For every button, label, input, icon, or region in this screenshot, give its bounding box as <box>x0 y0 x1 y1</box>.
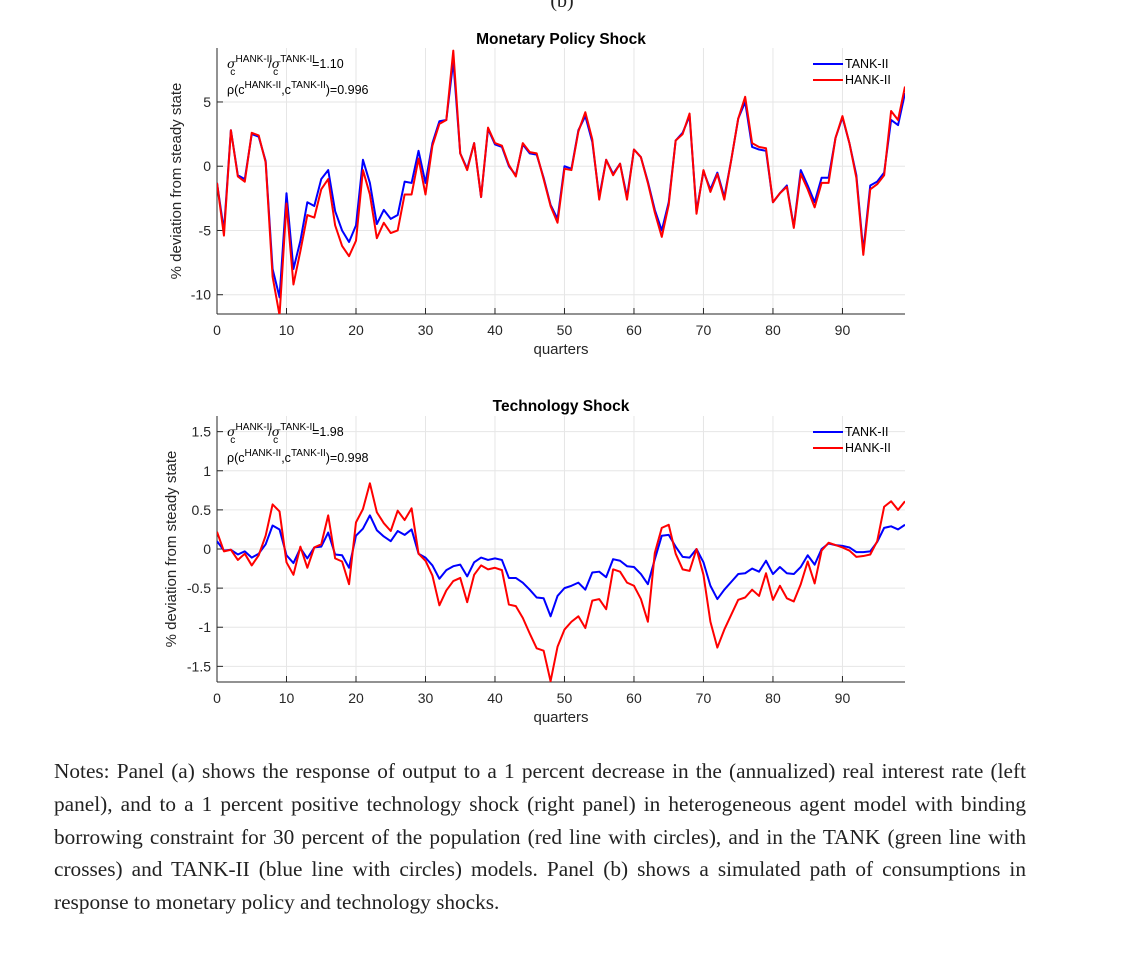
ratio-value: =1.98 <box>312 425 344 439</box>
superscript: HANK-II <box>245 448 282 459</box>
y-tick-label: -1 <box>199 619 212 635</box>
x-tick-label: 90 <box>835 690 851 706</box>
x-tick-label: 40 <box>487 690 503 706</box>
x-tick-label: 60 <box>626 690 642 706</box>
sigma-ratio-annotation: σHANK-II c/σTANK-II c=1.98 <box>227 422 344 446</box>
y-tick-label: 5 <box>203 94 211 110</box>
legend-label: TANK-II <box>845 57 889 71</box>
y-axis-label: % deviation from steady state <box>168 83 185 280</box>
chart-panel-2: 0 10 20 30 40 50 60 70 80 90 -1.5 -1 -0.5 0 0.5 1 1.5 Tec… <box>163 398 905 726</box>
superscript: HANK-II <box>245 80 282 91</box>
y-tick-label: -1.5 <box>187 658 211 674</box>
x-tick-label: 50 <box>557 322 573 338</box>
subscript: c <box>230 435 235 446</box>
x-tick-label: 10 <box>279 322 295 338</box>
x-tick-label: 60 <box>626 322 642 338</box>
slash: / <box>268 57 272 71</box>
ratio-value: =1.10 <box>312 57 344 71</box>
x-tick-label: 20 <box>348 690 364 706</box>
y-tick-label: -5 <box>199 222 212 238</box>
slash: / <box>268 425 272 439</box>
corr-prefix: ρ(c <box>227 83 245 97</box>
superscript: HANK-II <box>236 422 273 433</box>
corr-mid: ,c <box>281 451 291 465</box>
y-tick-label: 1.5 <box>192 424 212 440</box>
x-tick-label: 40 <box>487 322 503 338</box>
y-tick-label: 0 <box>203 158 211 174</box>
x-tick-label: 0 <box>213 322 221 338</box>
y-axis-label: % deviation from steady state <box>163 451 180 648</box>
x-tick-label: 10 <box>279 690 295 706</box>
sigma-symbol: σ <box>227 424 236 439</box>
chart-title: Monetary Policy Shock <box>476 31 646 48</box>
sigma-ratio-annotation: σHANK-II c/σTANK-II c=1.10 <box>227 54 344 78</box>
corr-value: )=0.998 <box>326 451 369 465</box>
series-line-tank-ii <box>217 59 905 299</box>
chart-title: Technology Shock <box>493 398 630 415</box>
y-tick-label: 0.5 <box>192 502 212 518</box>
correlation-annotation: ρ(cHANK-II,cTANK-II)=0.998 <box>227 448 369 465</box>
legend-label: HANK-II <box>845 73 891 87</box>
superscript: TANK-II <box>291 80 326 91</box>
corr-mid: ,c <box>281 83 291 97</box>
figure-notes: Notes: Panel (a) shows the response of o… <box>54 759 1026 915</box>
y-tick-label: 0 <box>203 541 211 557</box>
y-tick-label: 1 <box>203 463 211 479</box>
corr-value: )=0.996 <box>326 83 369 97</box>
correlation-annotation: ρ(cHANK-II,cTANK-II)=0.996 <box>227 80 369 97</box>
series-line-tank-ii <box>217 514 905 618</box>
chart-panel-1: 0 10 20 30 40 50 60 70 80 90 -10 -5 0 5 Monetary Polic… <box>168 31 905 358</box>
sigma-symbol: σ <box>272 56 281 71</box>
superscript: HANK-II <box>236 54 273 65</box>
subscript: c <box>230 67 235 78</box>
x-axis-label: quarters <box>533 709 588 726</box>
x-tick-label: 70 <box>696 322 712 338</box>
legend-label: HANK-II <box>845 441 891 455</box>
y-tick-label: -0.5 <box>187 580 211 596</box>
x-tick-label: 70 <box>696 690 712 706</box>
superscript: TANK-II <box>280 54 315 65</box>
series-line-hank-ii <box>217 482 905 682</box>
panel-label: (b) <box>550 0 574 12</box>
series-line-hank-ii <box>217 49 905 314</box>
y-tick-label: -10 <box>191 287 211 303</box>
x-tick-label: 50 <box>557 690 573 706</box>
x-tick-label: 0 <box>213 690 221 706</box>
sigma-symbol: σ <box>272 424 281 439</box>
x-tick-label: 80 <box>765 690 781 706</box>
x-tick-label: 20 <box>348 322 364 338</box>
x-axis-label: quarters <box>533 341 588 358</box>
subscript: c <box>273 67 278 78</box>
corr-prefix: ρ(c <box>227 451 245 465</box>
sigma-symbol: σ <box>227 56 236 71</box>
superscript: TANK-II <box>280 422 315 433</box>
superscript: TANK-II <box>291 448 326 459</box>
x-tick-label: 30 <box>418 322 434 338</box>
x-tick-label: 30 <box>418 690 434 706</box>
subscript: c <box>273 435 278 446</box>
legend-label: TANK-II <box>845 425 889 439</box>
x-tick-label: 80 <box>765 322 781 338</box>
x-tick-label: 90 <box>835 322 851 338</box>
